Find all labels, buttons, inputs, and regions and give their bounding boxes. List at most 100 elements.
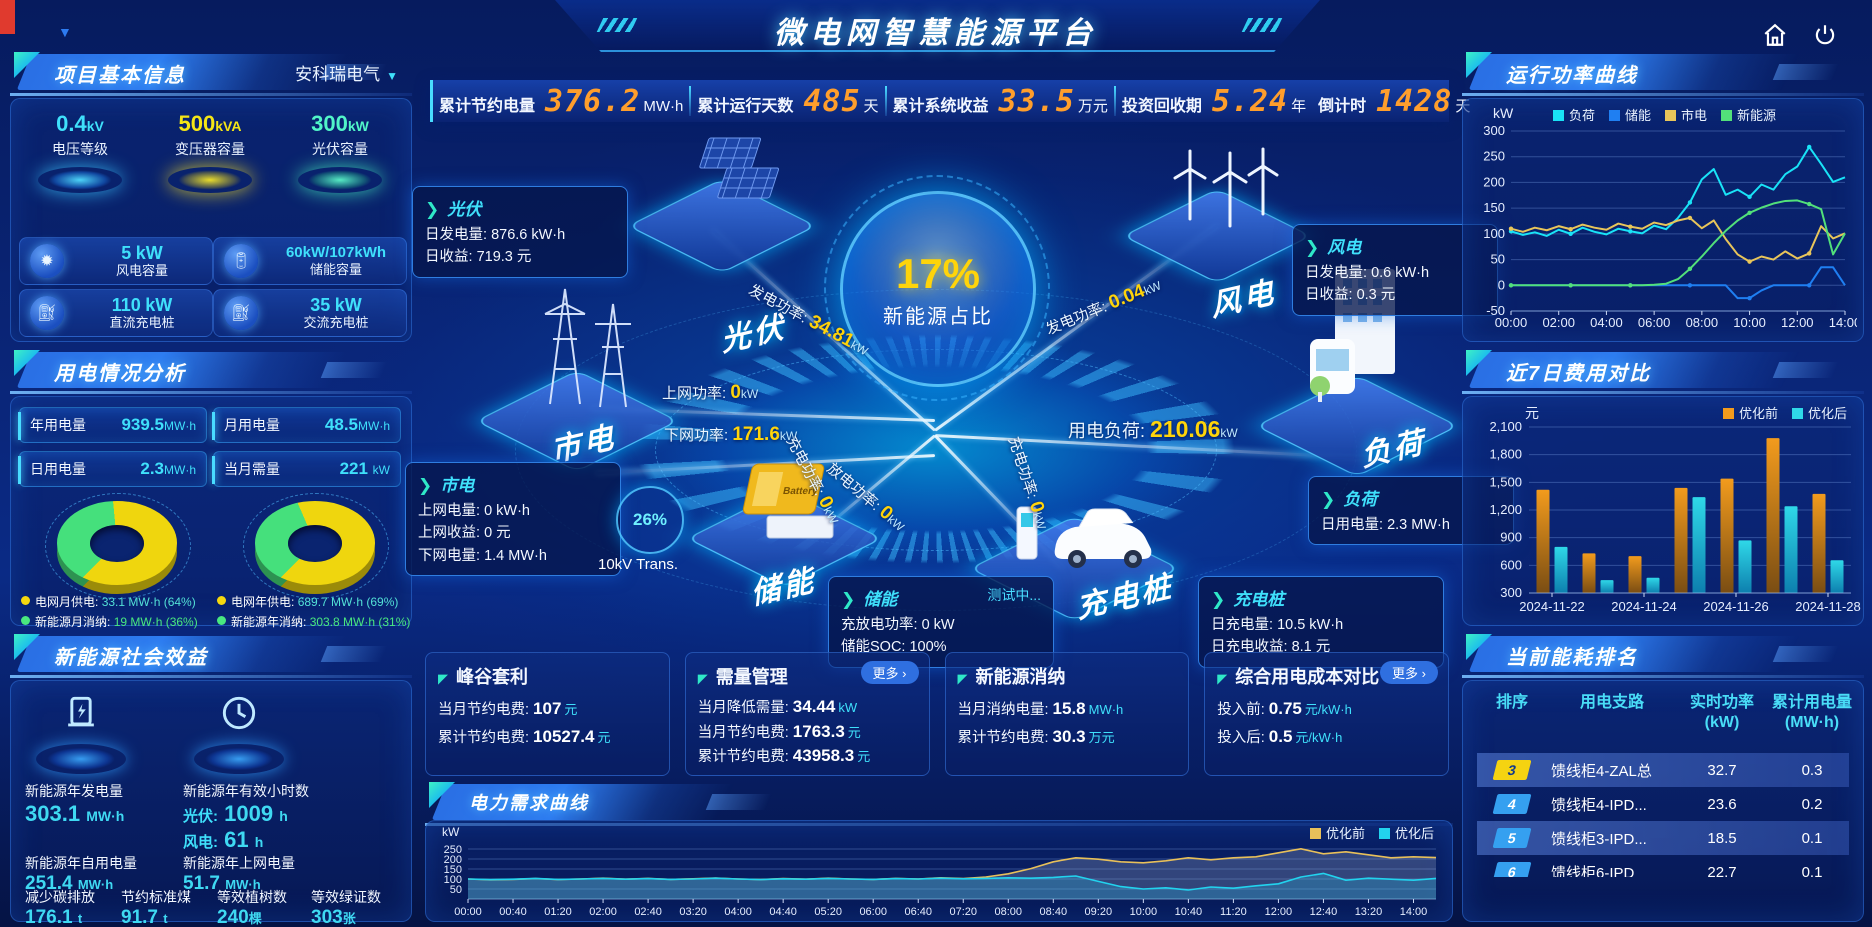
kpi-total-income: 累计系统收益 33.5 万元 xyxy=(892,83,1108,119)
svg-text:2024-11-22: 2024-11-22 xyxy=(1519,599,1585,614)
svg-text:08:40: 08:40 xyxy=(1040,906,1068,918)
panel-title: 电力需求曲线 xyxy=(469,793,589,813)
panel-corner-icon: ◤ xyxy=(1217,671,1228,686)
benefit-trees: 等效植树数 240棵 xyxy=(217,889,287,927)
stat-day-usage: 日用电量 2.3MW·h xyxy=(18,451,207,487)
cost-legend: 优化前 优化后 xyxy=(1722,403,1847,422)
generation-icon xyxy=(21,691,141,774)
ac-charger-icon: ⛽︎ xyxy=(224,296,258,330)
svg-text:14:00: 14:00 xyxy=(1829,315,1857,330)
axis-unit: kW xyxy=(1493,105,1514,121)
svg-text:12:40: 12:40 xyxy=(1310,906,1338,918)
benefit-certs: 等效绿证数 303张 xyxy=(311,889,381,927)
chevron-right-icon: ❯ xyxy=(1321,490,1336,509)
svg-text:02:40: 02:40 xyxy=(634,906,662,918)
svg-text:02:00: 02:00 xyxy=(589,906,617,918)
legend-renewable-month: 新能源月消纳: 19 MW·h (36%) xyxy=(21,613,198,630)
axis-unit: 元 xyxy=(1525,405,1539,421)
card-pv: ❯ 光伏 日发电量: 876.6 kW·h 日收益: 719.3 元 xyxy=(412,186,628,278)
chevron-right-icon: ❯ xyxy=(841,590,856,609)
svg-text:12:00: 12:00 xyxy=(1265,906,1293,918)
page-title: 微电网智慧能源平台 xyxy=(774,17,1098,50)
panel-title: 项目基本信息 xyxy=(54,65,186,87)
transformer-label: 10kV Trans. xyxy=(598,556,679,573)
svg-text:00:40: 00:40 xyxy=(499,906,527,918)
benefit-self-use: 新能源年自用电量 251.4 MW·h xyxy=(25,855,137,894)
more-button[interactable]: 更多 › xyxy=(1380,661,1438,684)
svg-text:06:00: 06:00 xyxy=(859,906,887,918)
renewable-share-label: 新能源占比 xyxy=(883,305,993,328)
svg-text:150: 150 xyxy=(1483,200,1505,215)
pedestal-pv: 300kW 光伏容量 xyxy=(277,111,403,193)
svg-text:2024-11-28: 2024-11-28 xyxy=(1795,599,1861,614)
svg-text:2024-11-24: 2024-11-24 xyxy=(1611,599,1677,614)
benefit-generation: 新能源年发电量 303.1 MW·h xyxy=(25,783,125,826)
battery-icon: 🔋︎ xyxy=(224,244,258,278)
summary-cards-row: ◤ 峰谷套利 当月节约电费: 107 元 累计节约电费: 10527.4 元 ◤ 需量管理 … xyxy=(425,652,1449,776)
home-icon[interactable] xyxy=(1758,18,1792,52)
pedestal-transformer: 500kVA 变压器容量 xyxy=(147,111,273,193)
power-icon[interactable] xyxy=(1808,18,1842,52)
kpi-saved-energy: 累计节约电量 376.2 MW·h xyxy=(439,83,684,119)
header-band xyxy=(555,0,1320,52)
svg-text:06:40: 06:40 xyxy=(904,906,932,918)
benefit-hours: 新能源年有效小时数 光伏: 1009 h 风电: 61 h xyxy=(183,783,309,852)
svg-text:150: 150 xyxy=(444,864,462,876)
benefit-coal: 节约标准煤 91.7 t xyxy=(121,889,191,927)
stat-month-demand: 当月需量 221 kW xyxy=(212,451,401,487)
donut-month-energy-mix xyxy=(45,493,191,599)
energy-flow-diagram: 17% 新能源占比 光伏 风电 市电 xyxy=(405,124,1514,668)
svg-text:250: 250 xyxy=(1483,149,1505,164)
svg-text:200: 200 xyxy=(1483,174,1505,189)
svg-text:1,800: 1,800 xyxy=(1489,447,1522,462)
hub-outer-ring xyxy=(824,175,1050,401)
table-row[interactable]: 5 馈线柜3-IPD... 18.5 0.1 xyxy=(1477,821,1849,855)
benefit-co2: 减少碳排放 176.1 t xyxy=(25,889,95,927)
pedestal-voltage: 0.4kV 电压等级 xyxy=(17,111,143,193)
svg-text:-50: -50 xyxy=(1486,303,1505,318)
rank-badge: 3 xyxy=(1492,760,1532,780)
stat-year-usage: 年用电量 939.5MW·h xyxy=(18,407,207,443)
svg-text:06:00: 06:00 xyxy=(1638,315,1671,330)
more-button[interactable]: 更多 › xyxy=(860,661,919,684)
svg-text:250: 250 xyxy=(444,844,462,856)
panel-title: 近7日费用对比 xyxy=(1506,363,1652,385)
svg-text:10:00: 10:00 xyxy=(1130,906,1158,918)
panel-cost-compare: 近7日费用对比 元 优化前 优化后 300 600 900 1,200 1,500 1,8… xyxy=(1462,350,1864,626)
capacity-storage: 🔋︎ 60kW/107kWh 储能容量 xyxy=(213,237,407,285)
panel-usage-analysis: 用电情况分析 年用电量 939.5MW·h 月用电量 48.5MW·h 日用电量 2.… xyxy=(10,350,412,629)
svg-text:08:00: 08:00 xyxy=(1686,315,1719,330)
kpi-countdown: 倒计时1428天 xyxy=(1318,83,1470,119)
legend-renewable-year: 新能源年消纳: 303.8 MW·h (31%) xyxy=(217,613,410,630)
ranking-rows: 3 馈线柜4-ZAL总 32.7 0.3 4 馈线柜4-IPD... 23.6 0.… xyxy=(1477,753,1849,877)
svg-text:05:20: 05:20 xyxy=(814,906,842,918)
stat-month-usage: 月用电量 48.5MW·h xyxy=(212,407,401,443)
kpi-payback: 投资回收期 5.24 年 xyxy=(1121,83,1307,119)
storage-battery-icon: Battery xyxy=(742,463,834,539)
company-select[interactable]: 安科瑞电气 ▼ xyxy=(295,65,398,84)
chevron-down-icon: ▼ xyxy=(58,24,72,40)
svg-text:1,500: 1,500 xyxy=(1489,474,1522,489)
renewable-share-value: 17% xyxy=(895,249,981,297)
capacity-dc-charger: ⛽︎ 110 kW 直流充电桩 xyxy=(19,289,213,337)
table-row[interactable]: 3 馈线柜4-ZAL总 32.7 0.3 xyxy=(1477,753,1849,787)
svg-text:13:20: 13:20 xyxy=(1355,906,1383,918)
flow-to-grid: 上网功率: 0kW xyxy=(662,382,759,403)
panel-title: 当前能耗排名 xyxy=(1506,647,1638,669)
svg-text:11:20: 11:20 xyxy=(1220,906,1247,918)
chevron-down-icon: ▼ xyxy=(386,69,398,83)
card-demand-mgmt: ◤ 需量管理 更多 › 当月降低需量: 34.44 kW 当月节约电费: 1763.3 元… xyxy=(684,652,930,776)
svg-text:02:00: 02:00 xyxy=(1542,315,1575,330)
svg-text:2024-11-26: 2024-11-26 xyxy=(1703,599,1769,614)
rank-badge: 5 xyxy=(1492,828,1532,848)
separator xyxy=(689,86,692,116)
panel-title: 新能源社会效益 xyxy=(54,647,208,669)
svg-text:14:00: 14:00 xyxy=(1400,906,1428,918)
svg-text:07:20: 07:20 xyxy=(949,906,977,918)
table-row[interactable]: 6 馈线柜6-IPD 22.7 0.1 xyxy=(1477,855,1849,877)
wind-turbine-icon: ✹ xyxy=(30,244,64,278)
panel-project-info: 项目基本信息 安科瑞电气 ▼ 0.4kV 电压等级 500kVA 变压器容量 30… xyxy=(10,52,412,342)
svg-text:00:00: 00:00 xyxy=(454,906,482,918)
table-row[interactable]: 4 馈线柜4-IPD... 23.6 0.2 xyxy=(1477,787,1849,821)
